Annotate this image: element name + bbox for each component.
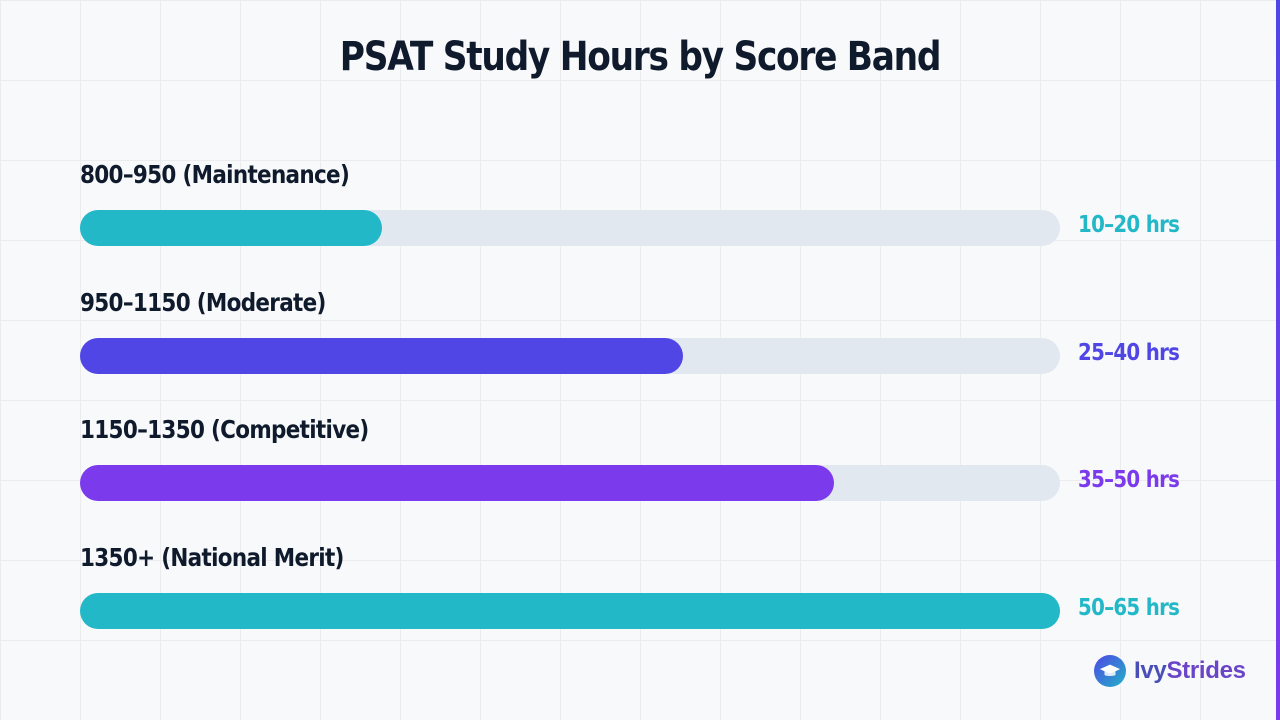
bar-fill	[80, 337, 683, 374]
brand-name: IvyStrides	[1134, 657, 1246, 685]
bar-group: 800–950 (Maintenance) 10–20 hrs	[80, 160, 1220, 250]
value-label: 25–40 hrs	[1078, 339, 1180, 366]
category-label: 800–950 (Maintenance)	[80, 160, 350, 189]
bar-group: 1150–1350 (Competitive) 35–50 hrs	[80, 415, 1220, 505]
bar-fill	[80, 465, 834, 501]
bar-track	[80, 465, 1060, 501]
accent-edge	[1276, 0, 1280, 720]
brand-name-part1: Ivy	[1134, 657, 1167, 684]
value-label: 10–20 hrs	[1078, 212, 1180, 238]
bar-track	[80, 592, 1060, 629]
category-label: 950–1150 (Moderate)	[80, 287, 326, 317]
category-label: 1150–1350 (Competitive)	[80, 415, 369, 444]
value-label: 50–65 hrs	[1078, 594, 1180, 621]
value-label: 35–50 hrs	[1078, 467, 1180, 493]
bar-fill	[80, 210, 382, 246]
chart-title: PSAT Study Hours by Score Band	[339, 34, 942, 80]
bar-group: 950–1150 (Moderate) 25–40 hrs	[80, 288, 1220, 378]
bar-track	[80, 337, 1060, 374]
bar-group: 1350+ (National Merit) 50–65 hrs	[80, 543, 1220, 633]
brand-logo-block: IvyStrides	[1094, 654, 1246, 688]
bar-fill	[80, 592, 1060, 629]
bar-track	[80, 210, 1060, 246]
category-label: 1350+ (National Merit)	[80, 542, 344, 572]
graduation-cap-icon	[1094, 655, 1126, 687]
brand-name-part2: Strides	[1166, 657, 1246, 684]
